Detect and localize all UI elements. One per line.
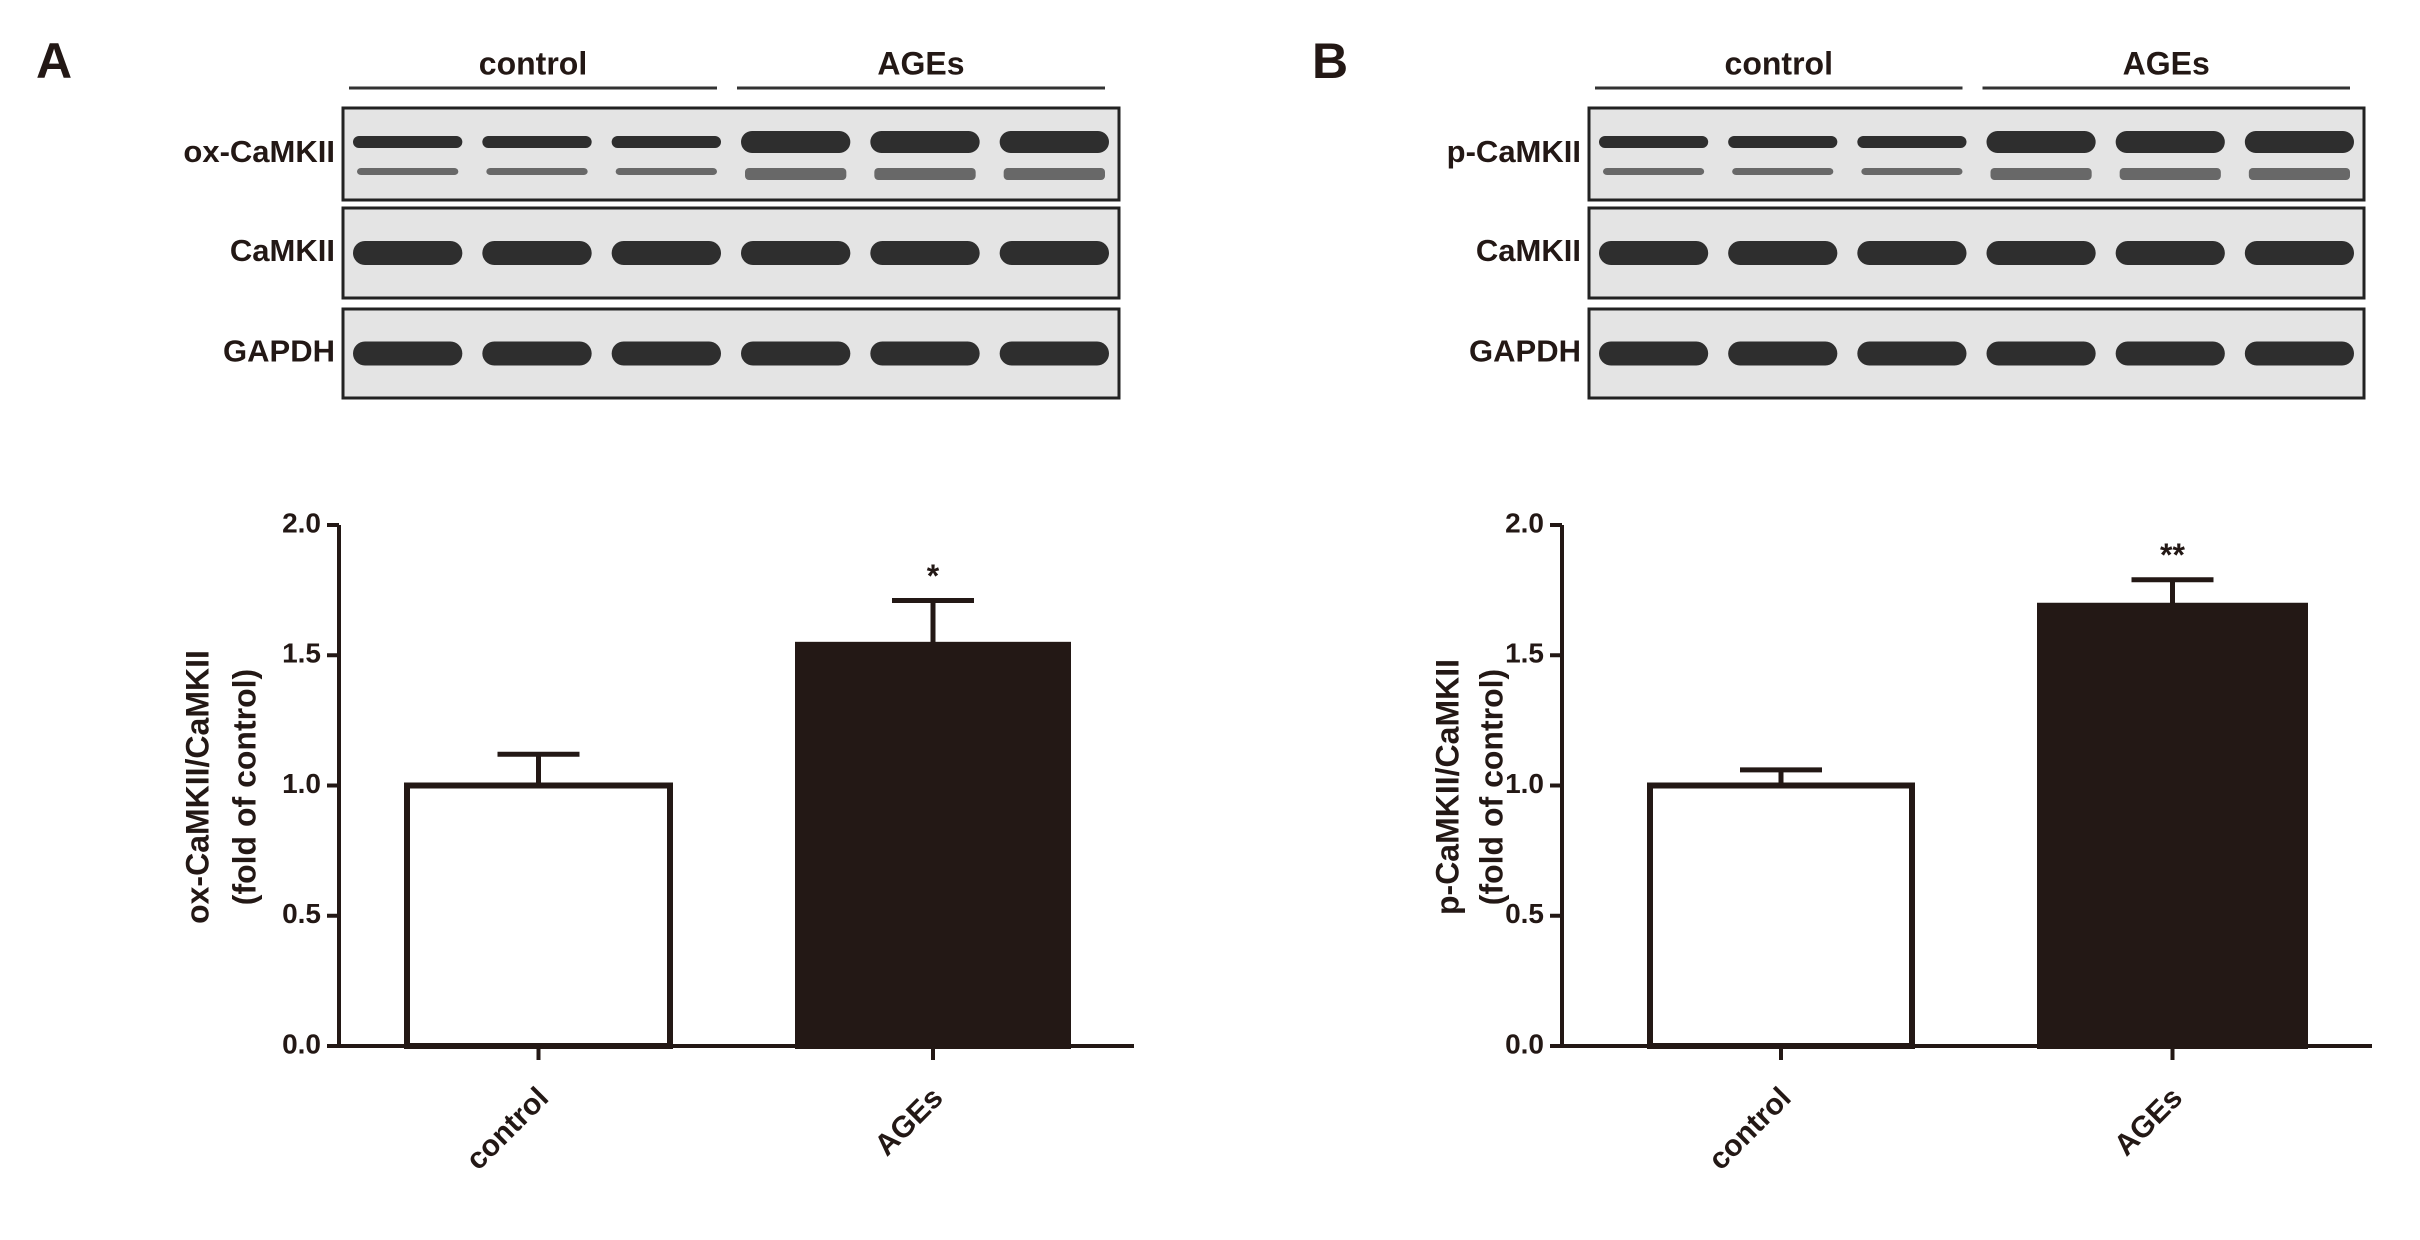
bar [2037, 602, 2308, 1049]
blot-band [482, 241, 592, 265]
y-axis-label: ox-CaMKII/CaMKII [179, 650, 215, 924]
group-label: control [479, 45, 587, 81]
blot-band [1603, 168, 1705, 175]
group-label: control [1725, 45, 1833, 81]
y-tick-label: 2.0 [1505, 507, 1544, 538]
blot-band [1599, 241, 1709, 265]
blot-band [2115, 341, 2225, 366]
blot-band [611, 136, 721, 148]
blot-band [1003, 168, 1105, 180]
y-axis-label: (fold of control) [1473, 669, 1509, 905]
blot-band [999, 341, 1109, 366]
blot-band [1857, 241, 1967, 265]
blot-row-label: ox-CaMKII [183, 134, 335, 169]
x-tick-label: control [1702, 1081, 1797, 1176]
blot-band [1986, 341, 2096, 366]
blot-row-label: GAPDH [223, 334, 335, 369]
blot-band [2115, 241, 2225, 265]
blot-row-label: CaMKII [230, 233, 335, 268]
blot-band [482, 341, 592, 366]
blot-band [999, 131, 1109, 153]
blot-band [1599, 136, 1709, 148]
blot-panel [341, 206, 1121, 300]
blot-band [353, 341, 463, 366]
group-label: AGEs [2123, 45, 2210, 81]
x-tick-label: AGEs [868, 1081, 949, 1162]
blot-band [1599, 341, 1709, 366]
y-tick-label: 0.5 [1505, 898, 1544, 929]
blot-band [482, 136, 592, 148]
panel-letter: A [36, 33, 72, 89]
blot-panel [1587, 106, 2366, 202]
blot-band [741, 241, 851, 265]
y-tick-label: 1.0 [282, 768, 321, 799]
blot-band [357, 168, 459, 175]
y-tick-label: 1.5 [282, 638, 321, 669]
blot-band [2244, 241, 2354, 265]
panel-letter: B [1312, 33, 1348, 89]
blot-band [741, 131, 851, 153]
y-axis-label: p-CaMKII/CaMKII [1429, 659, 1465, 915]
blot-band [2115, 131, 2225, 153]
x-tick-label: control [460, 1081, 555, 1176]
blot-band [2248, 168, 2350, 180]
y-axis-label: (fold of control) [226, 669, 262, 905]
blot-band [1986, 131, 2096, 153]
blot-panel [1587, 206, 2366, 300]
blot-band [2244, 341, 2354, 366]
blot-band [870, 131, 980, 153]
blot-band [745, 168, 847, 180]
bar [404, 782, 673, 1049]
blot-band [2244, 131, 2354, 153]
y-tick-label: 0.0 [1505, 1028, 1544, 1059]
blot-band [870, 241, 980, 265]
y-tick-label: 0.0 [282, 1028, 321, 1059]
blot-row-label: p-CaMKII [1447, 134, 1581, 169]
blot-band [1986, 241, 2096, 265]
y-tick-label: 0.5 [282, 898, 321, 929]
blot-band [611, 341, 721, 366]
blot-panel [1587, 307, 2366, 400]
blot-panel [341, 106, 1121, 202]
blot-band [1728, 241, 1838, 265]
blot-panel [341, 307, 1121, 400]
blot-row-label: GAPDH [1469, 334, 1581, 369]
blot-band [1990, 168, 2092, 180]
y-tick-label: 1.5 [1505, 638, 1544, 669]
group-label: AGEs [877, 45, 964, 81]
blot-row-label: CaMKII [1476, 233, 1581, 268]
blot-band [2119, 168, 2221, 180]
bar [795, 641, 1071, 1050]
blot-band [870, 341, 980, 366]
blot-band [1732, 168, 1834, 175]
significance-label: * [927, 558, 940, 594]
blot-band [486, 168, 588, 175]
y-tick-label: 2.0 [282, 507, 321, 538]
blot-band [1728, 341, 1838, 366]
blot-band [611, 241, 721, 265]
bar [1647, 782, 1915, 1049]
y-tick-label: 1.0 [1505, 768, 1544, 799]
blot-band [1857, 341, 1967, 366]
blot-band [353, 136, 463, 148]
blot-band [1861, 168, 1963, 175]
x-tick-label: AGEs [2108, 1081, 2189, 1162]
blot-band [741, 341, 851, 366]
significance-label: ** [2160, 537, 2185, 573]
blot-band [1857, 136, 1967, 148]
blot-band [615, 168, 717, 175]
blot-band [1728, 136, 1838, 148]
blot-band [353, 241, 463, 265]
blot-band [999, 241, 1109, 265]
blot-band [874, 168, 976, 180]
